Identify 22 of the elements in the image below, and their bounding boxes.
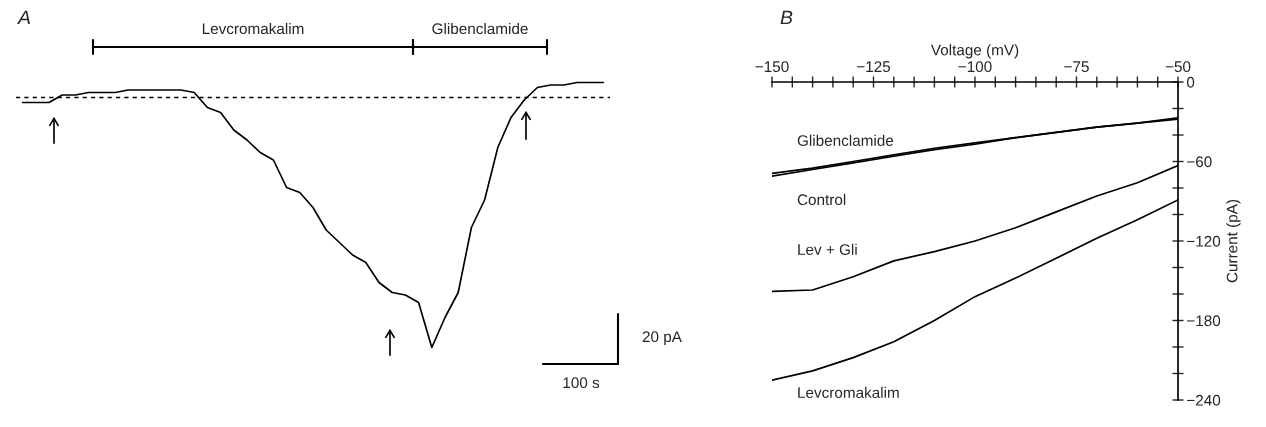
x-tick-label: −75 <box>1064 61 1089 73</box>
y-axis-title: Current (pA) <box>1226 199 1241 283</box>
y-tick-label: −120 <box>1187 235 1221 247</box>
x-tick-label: −50 <box>1165 61 1191 73</box>
text: 100 s <box>563 377 600 389</box>
x-tick-label: −125 <box>857 61 891 73</box>
x-tick-label: −100 <box>958 61 992 73</box>
series-label: Glibenclamide <box>797 134 894 146</box>
y-tick-label: 0 <box>1186 76 1195 88</box>
y-tick-label: −240 <box>1187 394 1221 406</box>
text: Levcromakalim <box>202 22 304 35</box>
y-tick-label: −180 <box>1187 315 1221 327</box>
series-label: Lev + Gli <box>798 243 857 255</box>
series-label: Levcromakalim <box>798 386 899 399</box>
text: Glibenclamide <box>432 22 528 35</box>
x-tick-label: −150 <box>755 61 789 73</box>
chart-title: A <box>17 10 30 25</box>
series-label: Control <box>797 193 846 206</box>
chart-title: B <box>780 10 793 25</box>
y-tick-label: −60 <box>1187 156 1212 168</box>
x-axis-title: Voltage (mV) <box>930 44 1019 59</box>
text: 20 pA <box>642 331 682 346</box>
